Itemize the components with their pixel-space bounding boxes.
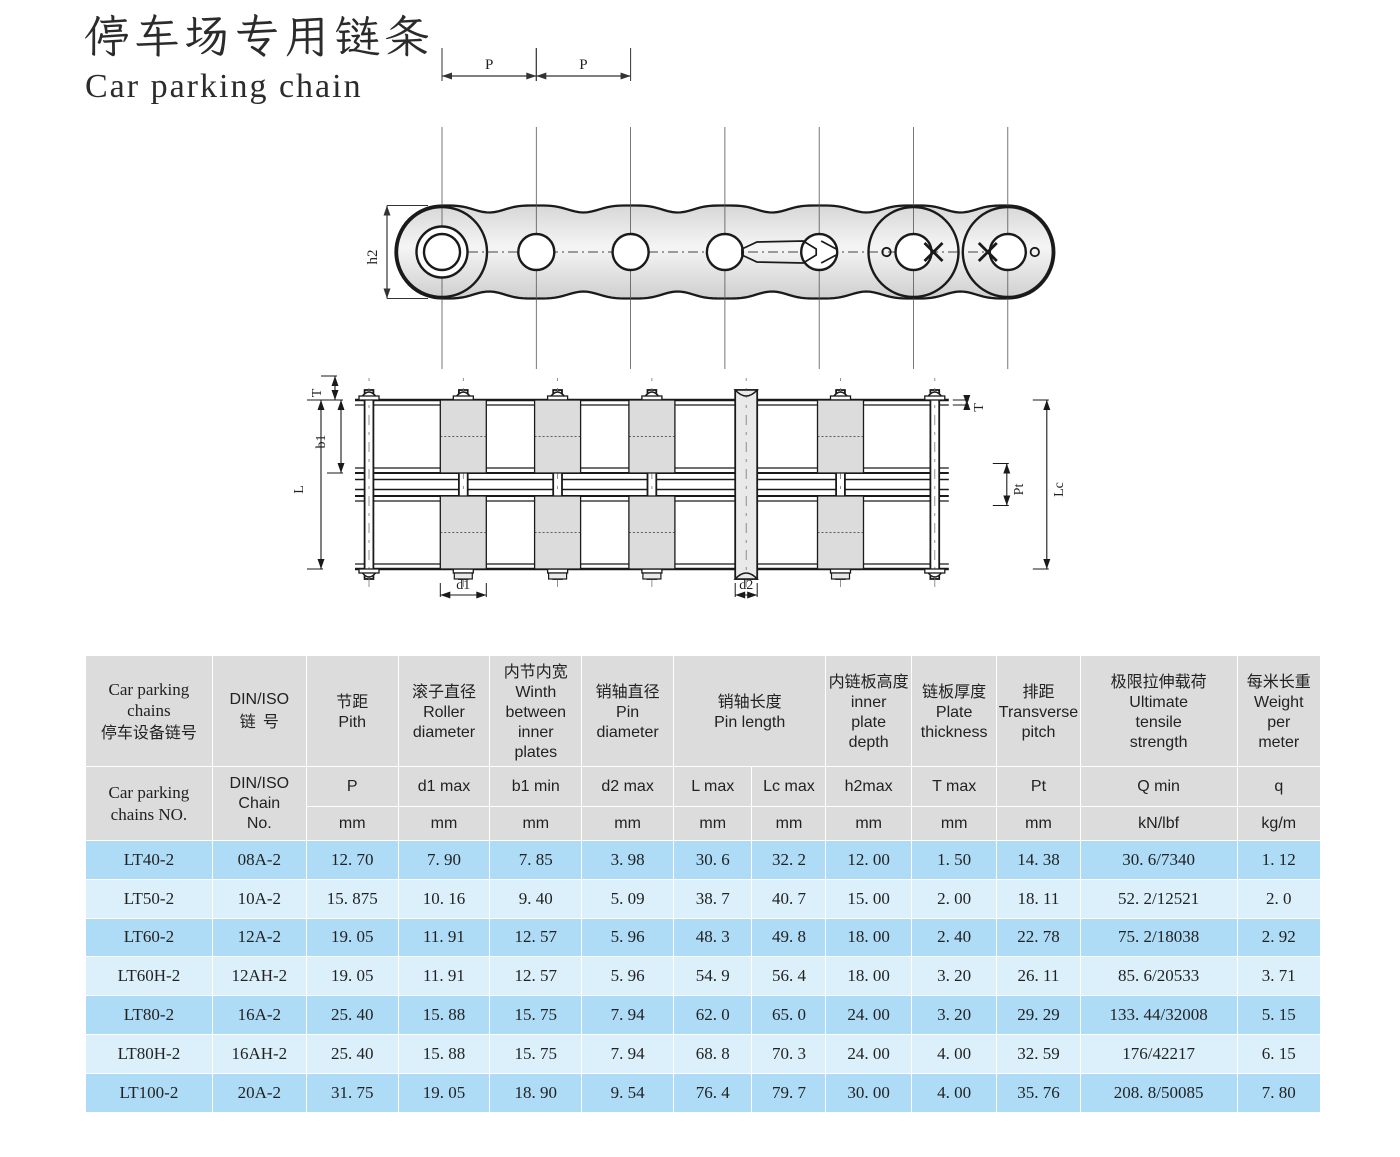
svg-text:Lc: Lc <box>1052 482 1067 497</box>
svg-text:P: P <box>579 57 587 73</box>
svg-text:P: P <box>485 57 493 73</box>
svg-text:Pt: Pt <box>1012 484 1027 496</box>
svg-text:d1: d1 <box>456 578 470 593</box>
svg-text:d2: d2 <box>739 578 753 593</box>
svg-text:L: L <box>292 485 307 494</box>
svg-text:T: T <box>972 403 987 412</box>
svg-text:b1: b1 <box>314 435 329 449</box>
svg-text:h2: h2 <box>365 250 381 265</box>
svg-text:T: T <box>310 388 325 397</box>
